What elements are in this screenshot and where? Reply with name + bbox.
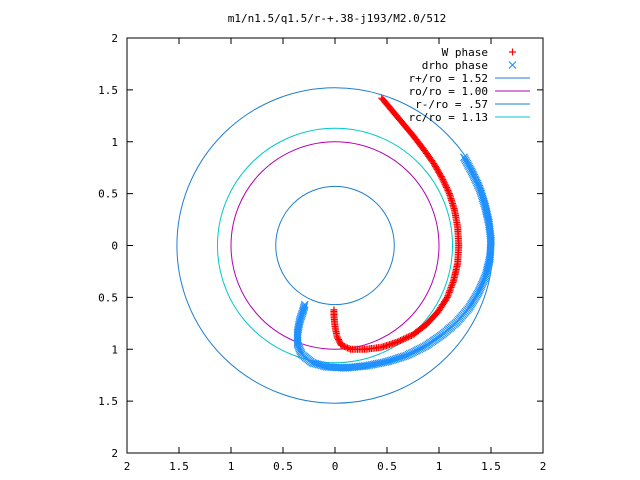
y-tick-label: 0.5 <box>98 291 118 304</box>
radius-circle <box>275 185 395 306</box>
data-point <box>397 337 405 345</box>
data-point <box>400 335 408 343</box>
data-point <box>508 61 517 69</box>
data-point <box>342 343 350 351</box>
data-point <box>404 333 412 341</box>
x-tick-label: 1 <box>228 460 235 473</box>
data-point <box>300 300 309 309</box>
x-tick-label: 2 <box>540 460 547 473</box>
data-point <box>345 345 353 353</box>
y-tick-label: 0.5 <box>98 188 118 201</box>
data-point <box>440 177 448 185</box>
marker-layer <box>293 94 495 372</box>
legend-label: W phase <box>442 46 488 59</box>
data-point <box>347 345 355 353</box>
data-point <box>437 173 445 181</box>
x-tick-label: 0.5 <box>377 460 397 473</box>
data-point <box>299 306 308 315</box>
data-point <box>444 187 452 195</box>
data-point <box>395 337 403 345</box>
data-point <box>445 188 453 196</box>
radius-circle <box>216 127 454 364</box>
data-point <box>450 277 458 285</box>
data-point <box>446 287 454 295</box>
data-point <box>300 302 309 310</box>
data-point <box>445 290 453 298</box>
data-point <box>295 320 303 329</box>
data-point <box>300 303 308 312</box>
data-point <box>443 185 451 193</box>
data-point <box>440 179 448 187</box>
data-point <box>298 308 307 316</box>
legend-label: drho phase <box>422 59 488 72</box>
y-tick-label: 1 <box>111 343 118 356</box>
data-point <box>446 285 454 293</box>
x-tick-label: 2 <box>124 460 131 473</box>
data-point <box>343 344 351 352</box>
data-point <box>447 283 455 291</box>
x-tick-label: 1 <box>436 460 443 473</box>
data-point <box>438 174 446 182</box>
y-tick-label: 1.5 <box>98 395 118 408</box>
data-point <box>407 331 415 339</box>
x-tick-label: 1.5 <box>481 460 501 473</box>
data-point <box>406 332 414 340</box>
y-tick-label: 2 <box>111 447 118 460</box>
radius-circle <box>230 141 440 350</box>
data-point <box>398 336 406 344</box>
data-point <box>439 176 447 184</box>
data-point <box>330 306 338 314</box>
y-tick-label: 0 <box>111 240 118 253</box>
y-tick-label: 1 <box>111 136 118 149</box>
data-point <box>442 182 450 190</box>
x-tick-label: 1.5 <box>169 460 189 473</box>
legend-label: rc/ro = 1.13 <box>409 111 488 124</box>
chart-title: m1/n1.5/q1.5/r-+.38-j193/M2.0/512 <box>228 12 447 25</box>
data-point <box>334 334 342 342</box>
data-point <box>409 331 417 339</box>
x-tick-label: 0 <box>332 460 339 473</box>
data-point <box>441 180 449 188</box>
data-point <box>442 183 450 191</box>
data-point <box>445 288 453 296</box>
data-point <box>403 334 411 342</box>
data-point <box>299 305 308 313</box>
y-tick-label: 2 <box>111 32 118 45</box>
data-point <box>444 292 452 300</box>
x-tick-label: 0.5 <box>273 460 293 473</box>
axis-tick-layer: 2 1.5 1 0.5 0 0.5 1 1.5 221.510.500.511.52 <box>98 32 546 473</box>
data-point <box>509 48 516 56</box>
data-point <box>401 334 409 342</box>
legend-label: r-/ro = .57 <box>415 98 488 111</box>
y-tick-label: 1.5 <box>98 84 118 97</box>
data-point <box>448 282 456 290</box>
data-point <box>448 280 456 288</box>
legend-label: r+/ro = 1.52 <box>409 72 488 85</box>
data-point <box>340 342 348 350</box>
legend-label: ro/ro = 1.00 <box>409 85 488 98</box>
data-point <box>449 278 457 286</box>
